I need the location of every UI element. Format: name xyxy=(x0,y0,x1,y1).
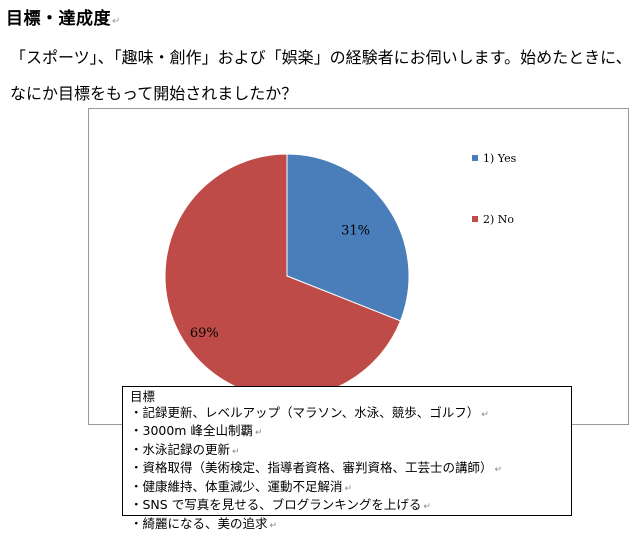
goal-item: ・資格取得（美術検定、指導者資格、審判資格、工芸士の講師）↵ xyxy=(130,460,571,479)
goal-item: ・綺麗になる、美の追求↵ xyxy=(130,516,571,534)
chart-area: 31% 69% 1) Yes 2) No xyxy=(88,108,629,425)
data-label-no: 69% xyxy=(190,326,219,341)
goal-item: ・健康維持、体重減少、運動不足解消↵ xyxy=(130,479,571,498)
paragraph-mark-icon: ↵ xyxy=(423,502,431,512)
question-text: 「スポーツ」、「趣味・創作」および「娯楽」の経験者にお伺いします。始めたときに、… xyxy=(10,40,636,112)
section-heading-text: 目標・達成度 xyxy=(6,9,111,29)
paragraph-mark-icon: ↵ xyxy=(270,521,278,531)
paragraph-mark-icon: ↵ xyxy=(112,16,121,27)
data-label-yes: 31% xyxy=(341,223,370,238)
legend-label-no: 2) No xyxy=(483,213,514,226)
paragraph-mark-icon: ↵ xyxy=(495,465,503,475)
goal-item: ・3000m 峰全山制覇↵ xyxy=(130,423,571,442)
paragraph-mark-icon: ↵ xyxy=(255,428,263,438)
goal-item: ・記録更新、レベルアップ（マラソン、水泳、競歩、ゴルフ）↵ xyxy=(130,405,571,424)
section-heading: 目標・達成度↵ xyxy=(6,4,121,29)
paragraph-mark-icon: ↵ xyxy=(481,410,489,420)
legend-swatch-no xyxy=(472,216,478,222)
pie-chart: 31% 69% 1) Yes 2) No xyxy=(89,109,628,424)
goal-item: ・SNS で写真を見せる、ブログランキングを上げる↵ xyxy=(130,497,571,516)
goals-title: 目標 xyxy=(130,389,571,405)
paragraph-mark-icon: ↵ xyxy=(345,484,353,494)
legend-label-yes: 1) Yes xyxy=(483,152,517,165)
paragraph-mark-icon: ↵ xyxy=(232,447,240,457)
goal-item: ・水泳記録の更新↵ xyxy=(130,442,571,461)
goals-box: 目標 ・記録更新、レベルアップ（マラソン、水泳、競歩、ゴルフ）↵ ・3000m … xyxy=(122,386,572,516)
legend-swatch-yes xyxy=(472,155,478,161)
